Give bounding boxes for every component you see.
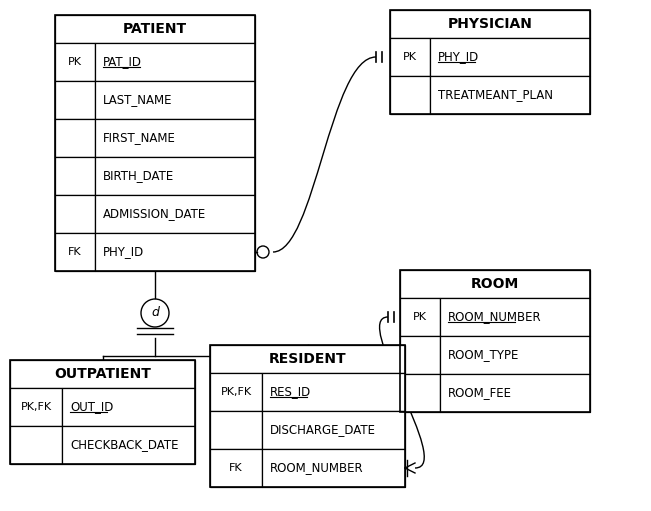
Bar [62,388,195,426]
Bar [210,345,405,487]
Bar [210,449,262,487]
Bar [430,38,590,76]
Bar [262,373,405,411]
Text: LAST_NAME: LAST_NAME [103,94,173,106]
Text: TREATMEANT_PLAN: TREATMEANT_PLAN [438,88,553,102]
Text: ROOM: ROOM [471,277,519,291]
Text: PK: PK [68,57,82,67]
Bar [95,43,255,81]
Bar [10,426,62,464]
Text: BIRTH_DATE: BIRTH_DATE [103,170,174,182]
Bar [95,233,255,271]
Text: PHY_ID: PHY_ID [438,51,479,63]
Bar [55,119,95,157]
Text: PHYSICIAN: PHYSICIAN [448,17,533,31]
Text: PATIENT: PATIENT [123,22,187,36]
Bar [210,345,405,373]
Text: FK: FK [68,247,82,257]
Text: d: d [151,307,159,319]
Bar [400,270,590,298]
Bar [55,15,255,43]
Text: ROOM_FEE: ROOM_FEE [448,386,512,400]
Text: PK,FK: PK,FK [221,387,251,397]
Bar [62,426,195,464]
Bar [262,411,405,449]
Bar [400,298,440,336]
Text: PK: PK [413,312,427,322]
Bar [400,374,440,412]
Bar [10,388,62,426]
Bar [430,76,590,114]
Bar [210,373,262,411]
Bar [95,81,255,119]
Bar [55,157,95,195]
Bar [400,270,590,412]
Text: OUTPATIENT: OUTPATIENT [54,367,151,381]
Text: ROOM_NUMBER: ROOM_NUMBER [270,461,364,475]
Bar [10,360,195,388]
Bar [95,157,255,195]
Text: PK,FK: PK,FK [20,402,51,412]
Bar [55,43,95,81]
Text: PAT_ID: PAT_ID [103,56,142,68]
Bar [10,360,195,464]
Bar [210,411,262,449]
Bar [262,449,405,487]
Bar [55,81,95,119]
Bar [400,336,440,374]
Bar [95,119,255,157]
Text: ROOM_TYPE: ROOM_TYPE [448,349,519,361]
Bar [55,15,255,271]
Bar [440,336,590,374]
Bar [55,233,95,271]
Bar [440,374,590,412]
Text: OUT_ID: OUT_ID [70,401,113,413]
Bar [390,10,590,38]
Bar [390,76,430,114]
Text: PHY_ID: PHY_ID [103,245,145,259]
Text: RES_ID: RES_ID [270,385,311,399]
Bar [390,10,590,114]
Text: CHECKBACK_DATE: CHECKBACK_DATE [70,438,178,452]
Bar [55,195,95,233]
Text: RESIDENT: RESIDENT [269,352,346,366]
Bar [390,38,430,76]
Bar [440,298,590,336]
Text: FIRST_NAME: FIRST_NAME [103,131,176,145]
Bar [95,195,255,233]
Text: DISCHARGE_DATE: DISCHARGE_DATE [270,424,376,436]
Text: ROOM_NUMBER: ROOM_NUMBER [448,311,542,323]
Text: FK: FK [229,463,243,473]
Text: ADMISSION_DATE: ADMISSION_DATE [103,207,206,221]
Text: PK: PK [403,52,417,62]
